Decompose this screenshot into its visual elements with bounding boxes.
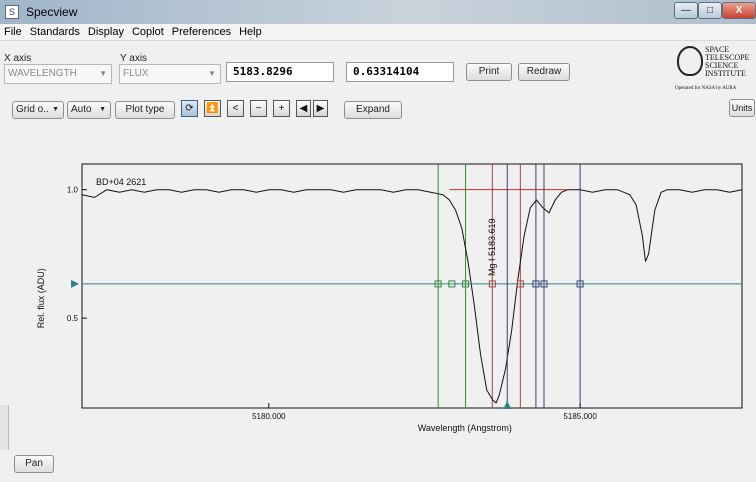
top-icon[interactable]: ⏫ (204, 100, 221, 117)
logo-text: SPACE TELESCOPE SCIENCE INSTITUTE (705, 45, 750, 78)
refresh-icon[interactable]: ⟳ (181, 100, 198, 117)
title-bar: S Specview — □ X (0, 0, 756, 24)
y-axis-title: Rel. flux (ADU) (36, 268, 46, 328)
axis-toolbar: X axis WAVELENGTH ▼ Y axis FLUX ▼ 5183.8… (0, 41, 756, 96)
close-button[interactable]: X (722, 2, 756, 19)
x-tick-label: 5185.000 (563, 412, 597, 421)
logo-subtext: Operated for NASA by AURA (675, 86, 737, 91)
y-tick-label: 0.5 (67, 314, 79, 323)
prev-icon[interactable]: ◀ (296, 100, 311, 117)
maximize-button[interactable]: □ (698, 2, 722, 19)
green-marker-box (462, 280, 470, 288)
auto-dropdown[interactable]: Auto ▼ (67, 101, 111, 119)
resize-handle[interactable] (0, 405, 9, 450)
blue-marker-box (540, 280, 548, 288)
expand-button[interactable]: Expand (344, 101, 402, 119)
stsci-logo: SPACE TELESCOPE SCIENCE INSTITUTE Operat… (675, 43, 755, 93)
red-marker-box (516, 280, 524, 288)
marker-boxes (434, 280, 584, 288)
grid-dropdown[interactable]: Grid o.. ▼ (12, 101, 64, 119)
app-icon: S (5, 5, 19, 19)
wavelength-readout[interactable]: 5183.8296 (226, 62, 334, 82)
menu-help[interactable]: Help (239, 26, 262, 38)
x-axis-title: Wavelength (Angstrom) (418, 423, 512, 433)
y-tick-label: 1.0 (67, 186, 79, 195)
x-axis-label: X axis (4, 53, 32, 64)
x-tick-label: 5180.000 (252, 412, 286, 421)
x-axis-value: WAVELENGTH (8, 68, 77, 79)
zoom-out-icon[interactable]: − (250, 100, 267, 117)
spectrum-line (81, 189, 743, 404)
menu-file[interactable]: File (4, 26, 22, 38)
y-axis-label: Y axis (120, 53, 148, 64)
spectrum-chart[interactable]: 5180.000 5185.000 0.5 1.0 BD+04 2621 Mg I 5… (0, 124, 756, 450)
redraw-button[interactable]: Redraw (518, 63, 570, 81)
window-title: Specview (26, 5, 78, 19)
chevron-down-icon: ▼ (52, 106, 59, 113)
red-marker-box (488, 280, 496, 288)
axis-ticks: 5180.000 5185.000 0.5 1.0 (67, 186, 597, 421)
zoom-in-icon[interactable]: + (273, 100, 290, 117)
chevron-down-icon: ▼ (99, 69, 107, 78)
line-id-label: Mg I 5183.619 (487, 218, 497, 276)
units-button[interactable]: Units (729, 99, 755, 117)
marker-lines (437, 164, 581, 408)
crosshair-left-arrow-icon (71, 279, 79, 288)
blue-marker-box (576, 280, 584, 288)
y-axis-select[interactable]: FLUX ▼ (119, 64, 221, 84)
menu-standards[interactable]: Standards (29, 26, 80, 38)
plot-type-button[interactable]: Plot type (115, 101, 175, 119)
blue-marker-box (532, 280, 540, 288)
chevron-down-icon: ▼ (208, 69, 216, 78)
menu-preferences[interactable]: Preferences (171, 26, 232, 38)
back-icon[interactable]: < (227, 100, 244, 117)
menu-bar: File Standards Display Coplot Preferences Hel… (0, 24, 756, 41)
x-axis-select[interactable]: WAVELENGTH ▼ (4, 64, 112, 84)
chevron-down-icon: ▼ (99, 106, 106, 113)
pan-button[interactable]: Pan (14, 455, 54, 473)
bottom-bar: Pan (0, 450, 756, 482)
plot-panel: 5180.000 5185.000 0.5 1.0 BD+04 2621 Mg I 5… (0, 124, 756, 450)
y-axis-value: FLUX (123, 68, 149, 79)
green-marker-box (448, 280, 456, 288)
minimize-button[interactable]: — (674, 2, 698, 19)
object-label: BD+04 2621 (96, 177, 146, 187)
plot-toolbar: Grid o.. ▼ Auto ▼ Plot type ⟳ ⏫ < − + ◀ … (0, 96, 756, 124)
next-icon[interactable]: ▶ (313, 100, 328, 117)
logo-emblem (677, 46, 703, 76)
print-button[interactable]: Print (466, 63, 512, 81)
plot-frame (81, 163, 743, 409)
green-marker-box (434, 280, 442, 288)
menu-display[interactable]: Display (87, 26, 124, 38)
menu-coplot[interactable]: Coplot (131, 26, 164, 38)
flux-readout[interactable]: 0.63314104 (346, 62, 454, 82)
crosshair-bottom-arrow-icon (503, 401, 512, 409)
